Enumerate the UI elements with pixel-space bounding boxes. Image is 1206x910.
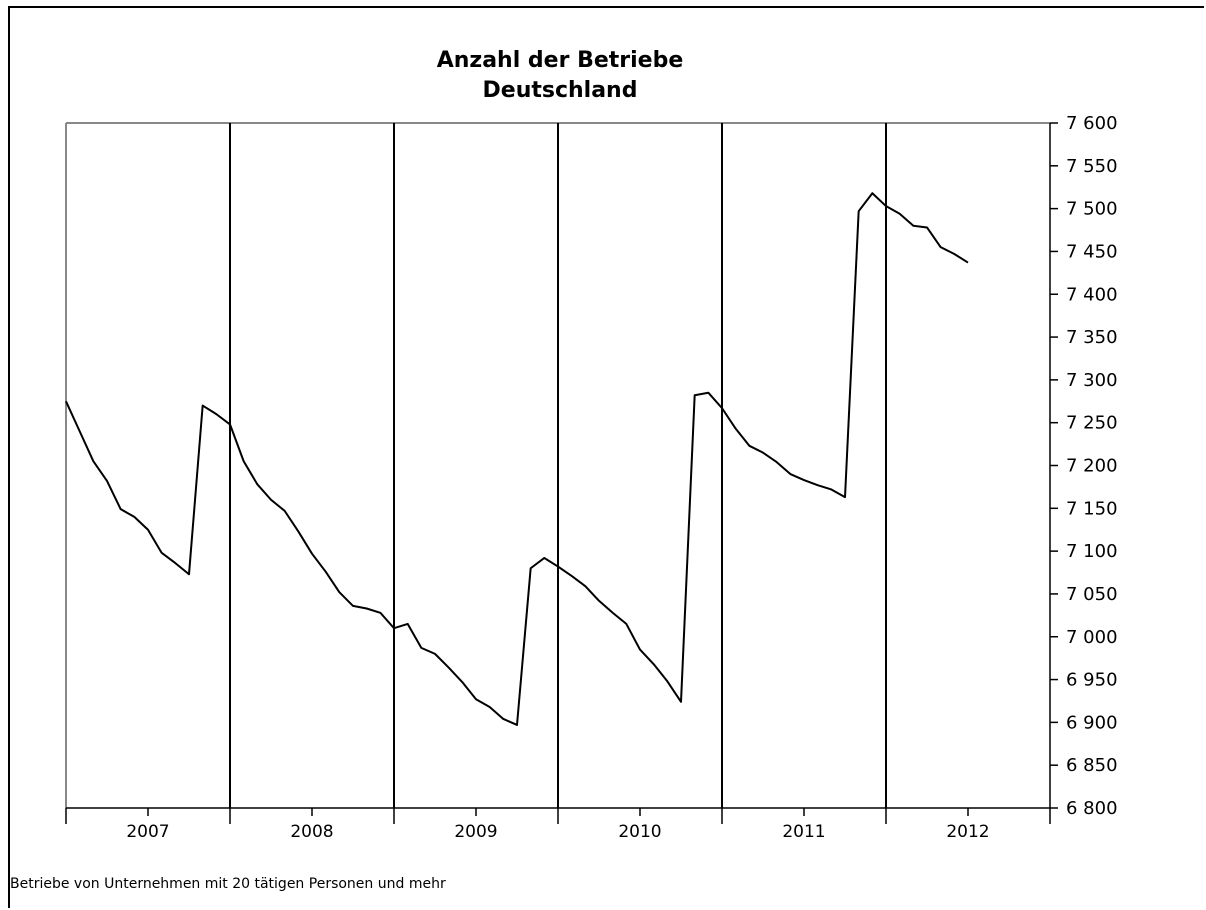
y-tick-label: 7 500 [1066,199,1118,220]
y-tick-label: 7 400 [1066,284,1118,305]
y-tick-label: 6 900 [1066,712,1118,733]
y-tick-label: 7 300 [1066,370,1118,391]
chart-title: Anzahl der Betriebe [436,48,684,73]
x-tick-label: 2007 [126,822,169,842]
y-axis: 6 800 6 850 6 900 6 950 7 000 7 050 7 100 7 150… [1049,113,1118,819]
x-tick-label: 2011 [782,822,825,842]
y-tick-label: 7 150 [1066,498,1118,519]
x-axis: 2007 2008 2009 2010 2011 2012 [65,807,1051,842]
chart-frame [8,6,1204,908]
y-tick-label: 6 850 [1066,755,1118,776]
x-tick-label: 2012 [946,822,989,842]
y-tick-label: 7 550 [1066,156,1118,177]
x-tick-label: 2008 [290,822,333,842]
x-tick-label: 2009 [454,822,497,842]
year-separators [229,123,887,808]
y-tick-label: 7 200 [1066,456,1118,477]
y-tick-label: 7 050 [1066,584,1118,605]
series-line [65,192,969,726]
y-tick-label: 7 250 [1066,413,1118,434]
chart-subtitle: Deutschland [482,78,638,103]
series-group [65,192,969,726]
chart-title-block: Anzahl der Betriebe Deutschland [280,46,840,106]
y-tick-label: 7 100 [1066,541,1118,562]
y-tick-label: 7 350 [1066,327,1118,348]
y-tick-label: 7 000 [1066,627,1118,648]
y-tick-label: 7 600 [1066,113,1118,134]
y-tick-label: 6 800 [1066,798,1118,819]
y-tick-label: 7 450 [1066,241,1118,262]
footnote: Betriebe von Unternehmen mit 20 tätigen … [10,876,446,892]
x-tick-label: 2010 [618,822,661,842]
y-tick-label: 6 950 [1066,670,1118,691]
